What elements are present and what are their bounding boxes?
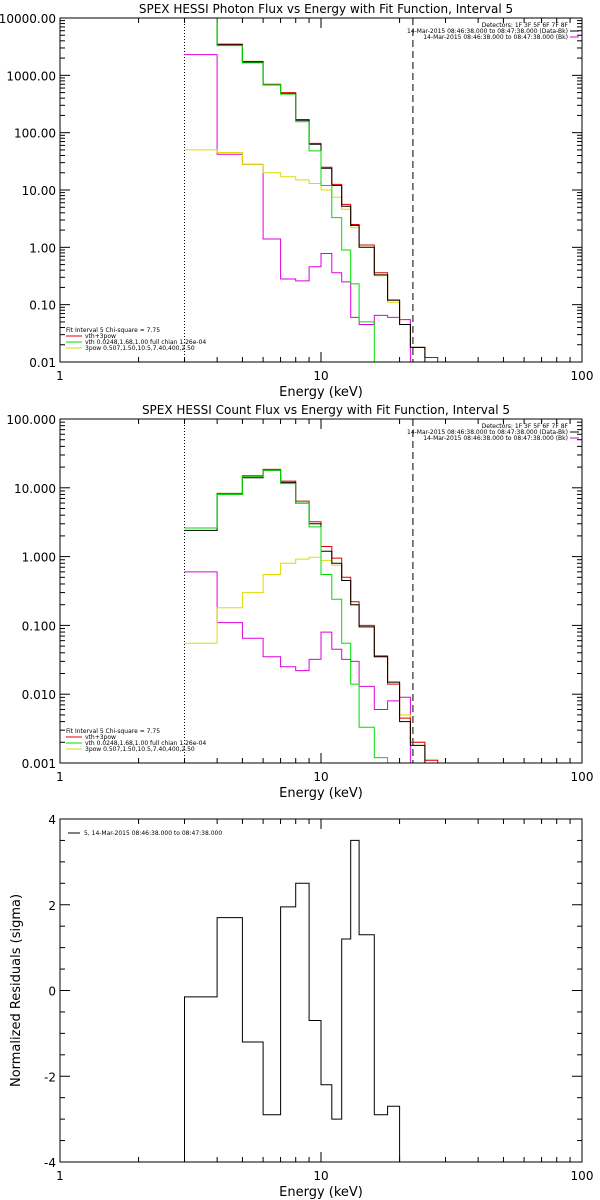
- legend-top-entry: 14-Mar-2015 08:46:38.000 to 08:47:38.000…: [423, 435, 568, 442]
- legend-bottom-entry: vth 0.0248,1.68,1.00 full chian 1.26e-04: [85, 740, 206, 747]
- series-line-vth-3pow: [184, 468, 439, 763]
- plot-frame: [59, 418, 583, 764]
- y-tick-label: 0.010: [22, 688, 56, 702]
- legend-entry: 5, 14-Mar-2015 08:46:38.000 to 08:47:38.…: [84, 830, 222, 837]
- chart-3: 1 10 100 -4 -2 0 2 4 Energy (keV) Normalized Resi…: [9, 813, 593, 1200]
- plot-frame: [59, 818, 583, 1163]
- legend-bottom-entry: vth+3pow: [85, 734, 116, 741]
- x-tick-label: 10: [313, 770, 328, 784]
- y-tick-label: 100.00: [14, 127, 56, 141]
- legend-top-entry: 14-Mar-2015 08:46:38.000 to 08:47:38.000…: [407, 28, 568, 35]
- y-tick-label: 1000.00: [6, 69, 56, 83]
- legend-top-entry: Detectors: 1F 3F 5F 6F 7F 8F: [482, 423, 569, 430]
- x-tick-label: 1: [56, 770, 64, 784]
- chart-title: SPEX HESSI Photon Flux vs Energy with Fi…: [139, 2, 513, 16]
- legend-bottom-entry: Fit Interval 5 Chi-square = 7.75: [66, 327, 160, 334]
- y-tick-label: 10000.00: [0, 12, 56, 26]
- legend-bottom-entry: Fit Interval 5 Chi-square = 7.75: [66, 728, 160, 735]
- y-tick-label: 0.10: [29, 299, 56, 313]
- legend-top-entry: 14-Mar-2015 08:46:38.000 to 08:47:38.000…: [407, 429, 568, 436]
- y-tick-label: 1.00: [29, 241, 56, 255]
- y-tick-label: 100.000: [6, 413, 56, 427]
- y-tick-label: 4: [48, 813, 56, 827]
- x-axis-label: Energy (keV): [279, 385, 363, 400]
- x-tick-label: 100: [571, 369, 594, 383]
- y-tick-label: 1.000: [22, 551, 56, 565]
- legend-bottom-entry: vth 0.0248,1.68,1.00 full chian 1.26e-04: [85, 339, 206, 346]
- chart-2: SPEX HESSI Count Flux vs Energy with Fit…: [6, 403, 594, 801]
- y-tick-label: 0.001: [22, 757, 56, 771]
- y-tick-label: 0.01: [29, 356, 56, 370]
- series-line-bk: [184, 571, 411, 763]
- y-tick-label: -4: [44, 1156, 56, 1170]
- x-tick-label: 1: [56, 369, 64, 383]
- y-tick-label: 0: [48, 985, 56, 999]
- x-tick-label: 100: [571, 1169, 594, 1183]
- legend-top-entry: 14-Mar-2015 08:46:38.000 to 08:47:38.000…: [423, 34, 568, 41]
- y-tick-label: -2: [44, 1070, 56, 1084]
- x-tick-label: 10: [313, 369, 328, 383]
- series-line-data-bk: [184, 469, 426, 763]
- legend-top-entry: Detectors: 1F 3F 5F 6F 7F 8F: [482, 22, 569, 29]
- x-axis-label: Energy (keV): [279, 1185, 363, 1200]
- y-tick-label: 2: [48, 899, 56, 913]
- chart-title: SPEX HESSI Count Flux vs Energy with Fit…: [142, 403, 510, 417]
- series-line-vth: [184, 18, 375, 362]
- plot-frame: [59, 17, 583, 363]
- y-tick-label: 10.00: [22, 184, 56, 198]
- legend-bottom-entry: 3pow 0.507,1.50,10.5,7.40,400,2.50: [85, 345, 195, 352]
- legend-bottom-entry: vth+3pow: [85, 333, 116, 340]
- x-tick-label: 10: [313, 1169, 328, 1183]
- x-tick-label: 100: [571, 770, 594, 784]
- series-line-3pow: [184, 556, 439, 763]
- series-line-bk: [184, 54, 411, 362]
- series-line-data-bk: [184, 18, 426, 362]
- y-tick-label: 0.100: [22, 619, 56, 633]
- x-axis-label: Energy (keV): [279, 786, 363, 801]
- y-axis-label: Normalized Residuals (sigma): [9, 894, 24, 1087]
- series-line-vth: [184, 469, 389, 763]
- y-tick-label: 10.000: [14, 482, 56, 496]
- x-tick-label: 1: [56, 1169, 64, 1183]
- series-line-vth-3pow: [184, 18, 439, 362]
- chart-1: SPEX HESSI Photon Flux vs Energy with Fi…: [0, 2, 594, 400]
- legend-bottom-entry: 3pow 0.507,1.50,10.5,7.40,400,2.50: [85, 746, 195, 753]
- series-line-5-14-mar-2015-08-46-38-000-to-08-47-38-000: [184, 839, 411, 1162]
- series-line-3pow: [184, 149, 439, 362]
